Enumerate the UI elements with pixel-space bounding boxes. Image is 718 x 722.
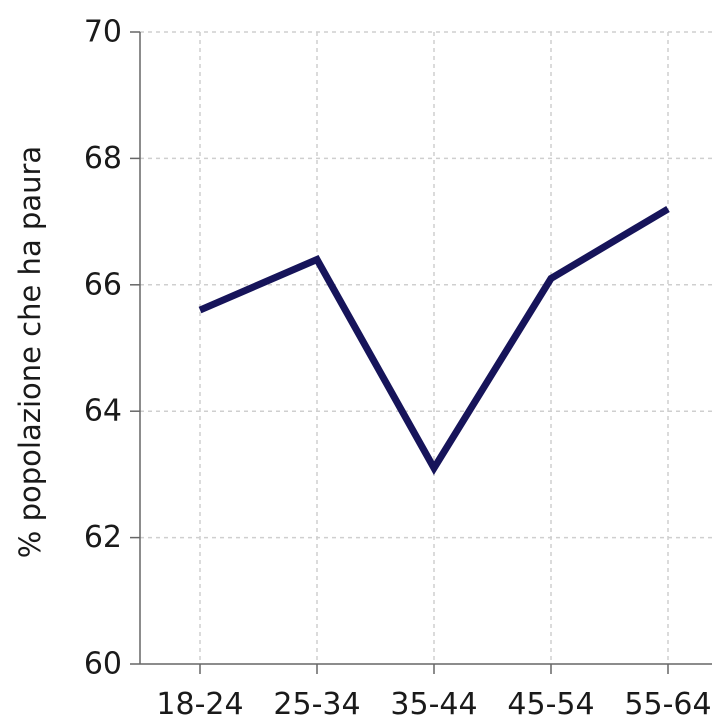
- y-tick-label: 68: [84, 141, 122, 176]
- y-tick-labels: 60 62 64 66 68 70: [84, 15, 122, 682]
- x-tick-labels: 18-24 25-34 35-44 45-54 55-64: [156, 687, 711, 722]
- x-tick-label: 35-44: [390, 687, 477, 722]
- x-tick-label: 18-24: [156, 687, 243, 722]
- y-tick-label: 70: [84, 15, 122, 50]
- x-tick-label: 55-64: [624, 687, 711, 722]
- y-tick-label: 64: [84, 394, 122, 429]
- y-axis-label: % popolazione che ha paura: [13, 146, 47, 558]
- series-group: [198, 205, 670, 475]
- x-tick-label: 25-34: [273, 687, 360, 722]
- y-tick-label: 66: [84, 267, 122, 302]
- grid-lines: [140, 31, 712, 664]
- y-tick-label: 62: [84, 520, 122, 555]
- axes: [130, 31, 712, 674]
- x-tick-label: 45-54: [507, 687, 594, 722]
- y-tick-label: 60: [84, 647, 122, 682]
